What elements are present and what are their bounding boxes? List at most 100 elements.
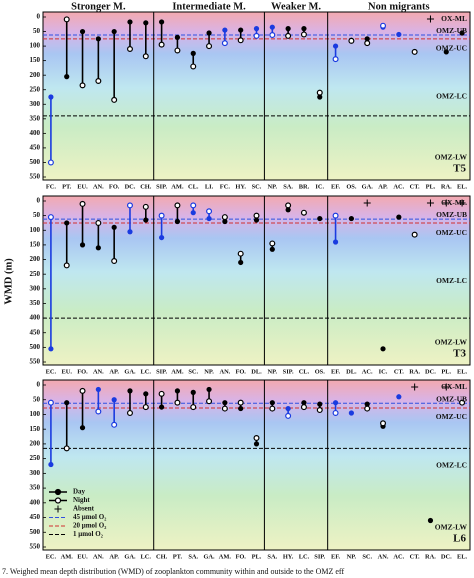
night-point [300,404,307,411]
night-point [459,399,466,406]
zone-label: OMZ-LC [436,92,467,101]
x-tick-label: SC. [362,553,372,560]
x-tick-label: AM. [171,183,184,190]
x-tick-label: DL. [251,368,262,375]
day-point [348,410,354,416]
day-point [190,389,196,395]
absent-mark [442,383,450,391]
x-tick-label: OS. [315,368,326,375]
night-point [285,412,292,419]
y-tick-label: 400 [30,314,41,322]
zone-label: OMZ-LW [435,153,468,162]
y-tick-label: 450 [30,513,41,521]
x-tick-label: AN. [93,183,104,190]
x-tick-label: CT. [394,368,404,375]
y-tick-label: 150 [30,56,41,64]
x-tick-label: AN. [93,368,104,375]
night-point [332,409,339,416]
day-point [206,30,212,36]
night-point [316,407,323,414]
x-tick-label: EF. [331,183,341,190]
day-point [190,210,196,216]
x-tick-label: SA. [267,553,277,560]
day-point [459,30,465,36]
zone-label: OMZ-LW [435,522,468,531]
panel-label: L6 [453,533,466,545]
night-point [47,399,54,406]
zone-label: OMZ-UC [436,412,467,421]
legend-label: 20 μmol O₂ [73,522,106,530]
absent-mark [442,199,450,207]
day-point [301,400,307,406]
x-tick-label: AC. [393,183,404,190]
day-point [190,50,196,56]
x-tick-label: AP. [109,368,119,375]
x-tick-label: HY. [235,183,246,190]
night-point [206,43,213,50]
y-tick-label: 250 [30,85,41,93]
y-tick-label: 200 [30,255,41,263]
day-point [206,386,212,393]
y-tick-label: 200 [30,440,41,448]
x-tick-label: DL. [346,368,357,375]
night-point [142,53,149,60]
y-tick-label: 150 [30,241,41,249]
night-point [63,445,70,452]
day-point [269,400,275,406]
day-point [222,27,228,33]
day-point [443,49,449,55]
day-point [48,346,54,352]
zone-label: OMZ-UB [436,26,467,35]
x-tick-label: AN. [378,553,389,560]
y-tick-label: 500 [30,528,41,536]
x-tick-label: EU. [77,553,88,560]
day-point [238,259,244,266]
day-point [285,405,291,412]
day-point [79,425,86,431]
panel-label: T5 [453,163,466,175]
night-point [206,398,213,405]
x-tick-label: LC. [141,368,152,375]
group-header: Intermediate M. [172,1,246,12]
x-tick-label: LI. [205,183,214,190]
night-point [269,405,276,412]
day-point [253,217,260,223]
x-tick-label: IC. [315,183,324,190]
night-point [411,48,418,55]
day-point [174,34,181,40]
day-point [48,461,54,468]
x-tick-label: FO. [235,553,246,560]
day-point [79,28,86,35]
day-point [143,391,149,397]
day-point [127,229,133,235]
night-point [190,404,197,411]
day-point [253,441,260,447]
y-tick-label: 0 [37,197,41,205]
night-point [253,435,260,442]
x-tick-label: EF. [331,553,341,560]
night-point [63,262,70,269]
zone-label: OMZ-LC [436,276,467,285]
night-point [47,214,54,221]
x-tick-label: SA. [188,553,198,560]
night-point [285,202,292,209]
y-tick-label: 100 [30,42,41,50]
night-point [237,37,244,44]
night-point [95,408,102,415]
night-point [174,47,181,54]
night-point [411,231,418,238]
night-point [221,40,228,47]
day-point [253,26,260,32]
x-tick-label: LC. [299,553,310,560]
x-tick-label: HY. [283,553,294,560]
night-point [237,399,244,406]
x-tick-label: FC. [220,183,231,190]
day-point [396,214,402,220]
night-point [269,240,276,247]
y-tick-label: 450 [30,144,41,152]
night-point [348,37,355,44]
day-point [317,215,323,222]
x-tick-label: AP. [378,183,388,190]
day-point [222,218,228,225]
x-tick-label: EU. [77,183,88,190]
